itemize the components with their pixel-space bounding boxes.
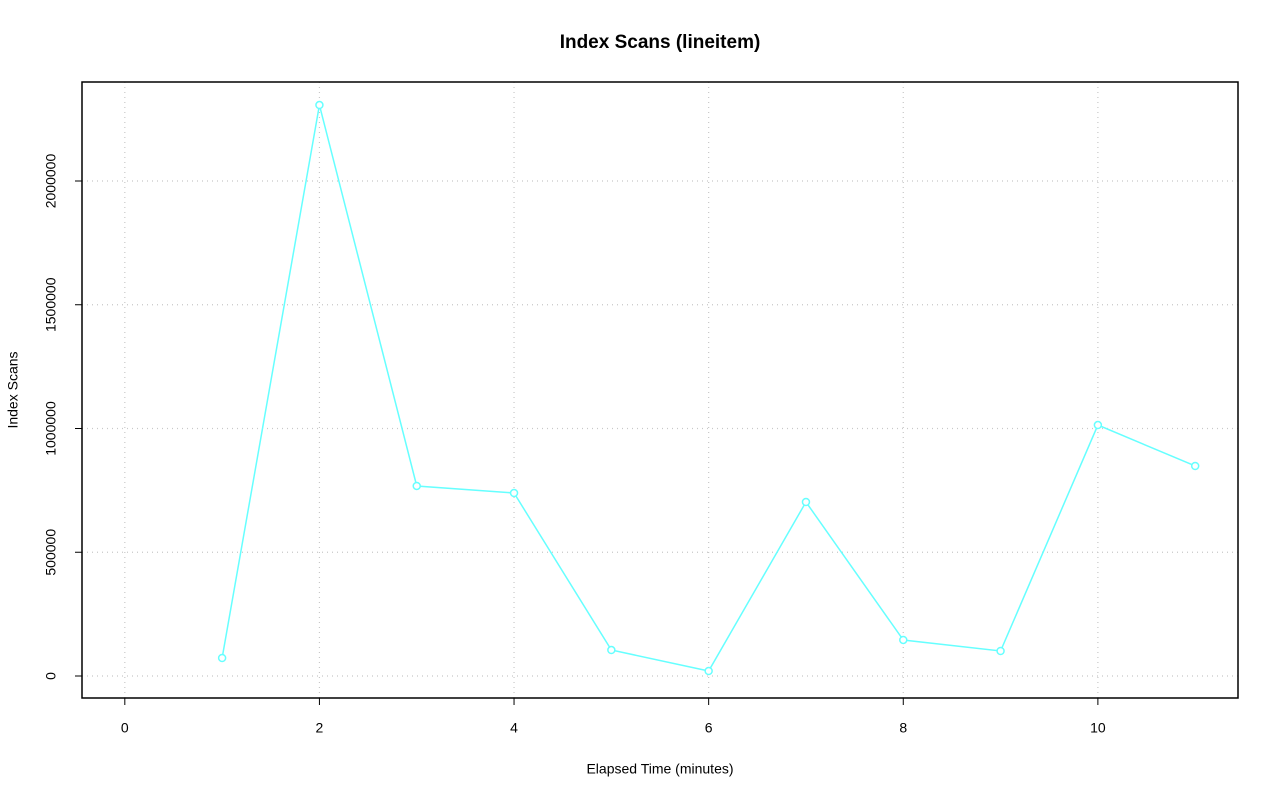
data-point xyxy=(899,635,908,645)
y-tick-label: 1000000 xyxy=(43,401,59,456)
data-point xyxy=(996,646,1005,656)
chart-title: Index Scans (lineitem) xyxy=(560,32,761,53)
y-tick-label: 2000000 xyxy=(43,154,59,209)
x-tick-label: 0 xyxy=(121,720,129,736)
y-tick-label: 0 xyxy=(43,672,59,680)
x-tick-label: 4 xyxy=(510,720,518,736)
data-point xyxy=(607,645,616,655)
y-axis-label: Index Scans xyxy=(5,351,21,428)
x-tick-label: 8 xyxy=(899,720,907,736)
data-point xyxy=(1190,461,1200,471)
data-point xyxy=(315,100,324,110)
y-tick-label: 1500000 xyxy=(43,277,59,332)
plot-frame xyxy=(81,81,1239,699)
x-tick-label: 2 xyxy=(316,720,324,736)
data-point xyxy=(217,653,227,663)
x-axis-label: Elapsed Time (minutes) xyxy=(586,761,733,777)
data-point xyxy=(1093,420,1103,430)
x-tick-label: 6 xyxy=(705,720,713,736)
y-tick-label: 500000 xyxy=(43,529,59,576)
data-point xyxy=(412,481,421,491)
data-point xyxy=(704,666,713,676)
x-tick-label: 10 xyxy=(1090,720,1106,736)
data-point xyxy=(509,488,519,498)
data-point xyxy=(801,497,811,507)
